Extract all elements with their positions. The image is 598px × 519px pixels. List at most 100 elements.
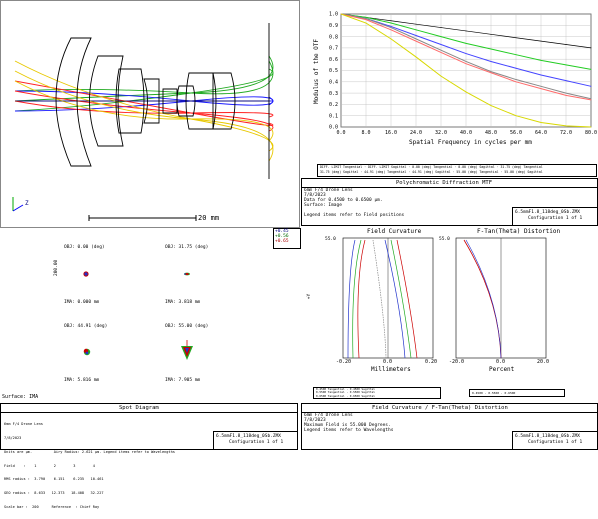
mtf-data-point xyxy=(540,88,542,89)
mtf-ytick-label: 0.7 xyxy=(329,46,338,52)
mtf-xtick-label: 0.0 xyxy=(336,130,345,136)
mtf-data-point xyxy=(515,81,517,83)
mtf-data-point xyxy=(390,29,392,31)
fc-chart xyxy=(342,237,547,359)
mtf-data-point xyxy=(515,54,517,56)
fc-xlabel: Millimeters xyxy=(371,366,411,373)
mtf-ytick-label: 0.4 xyxy=(329,80,338,86)
mtf-panel: 1.0 0.9 0.8 0.7 0.6 0.5 0.4 0.3 0.2 0.1 0.0 0.0 8.0… xyxy=(301,0,598,226)
mtf-data-point xyxy=(590,68,592,70)
mtf-data-point xyxy=(490,105,492,106)
mtf-data-point xyxy=(415,56,417,58)
lens-element-3 xyxy=(115,68,145,134)
mtf-data-point xyxy=(565,64,567,66)
fc-xtick-zero: 0.0 xyxy=(383,359,393,365)
mtf-info-line: 6mm F/4 Drone Lens xyxy=(304,188,353,193)
mtf-legend-item: 55.00 (deg) Tangential xyxy=(456,170,499,174)
spot-info-line: 6mm F/4 Drone Lens xyxy=(4,422,43,427)
mtf-ytick-label: 0.6 xyxy=(329,57,338,63)
mtf-data-point xyxy=(540,85,542,87)
mtf-data-point xyxy=(490,48,492,50)
fc-ymax: 55.0 xyxy=(325,237,336,242)
lens-element-5 xyxy=(176,85,196,117)
mtf-legend-item: 31.75 (deg) Tangential xyxy=(500,165,543,169)
mtf-data-point xyxy=(415,35,417,36)
fc-legend-item: 0.4500 Sagittal xyxy=(349,387,375,391)
mtf-xtick-label: 56.0 xyxy=(510,130,522,136)
spot-info-line: Field : 1 2 3 4 xyxy=(4,463,95,468)
fc-panel: Field Curvature F-Tan(Theta) Distortion … xyxy=(301,228,598,450)
fc-info-line: Legend items refer to Wavelengths xyxy=(304,428,394,433)
mtf-data-point xyxy=(440,44,442,45)
fc-legend-item: 0.5500 Tangential xyxy=(316,390,345,395)
mtf-data-point xyxy=(565,125,567,127)
fc-info-line: Maximum Field is 55.000 Degrees. xyxy=(304,423,391,428)
mtf-data-point xyxy=(390,22,392,24)
fc-info-line: 7/8/2023 xyxy=(304,418,326,423)
spot-info: 6mm F/4 Drone Lens 7/8/2023 Units are μm… xyxy=(4,413,175,519)
mtf-data-point xyxy=(540,122,542,123)
dist-xtick-neg: -20.0 xyxy=(449,359,465,365)
spot-obj-3: OBJ: 44.91 (deg) xyxy=(64,324,108,329)
mtf-info-line: Legend items refer to Field positions xyxy=(304,213,405,218)
mtf-ytick-label: 0.9 xyxy=(329,23,338,29)
mtf-xtick-label: 72.0 xyxy=(560,130,572,136)
mtf-data-point xyxy=(540,59,542,61)
fc-title: Field Curvature xyxy=(367,228,422,235)
mtf-data-point xyxy=(490,71,492,73)
fc-config: Configuration 1 of 1 xyxy=(528,440,583,445)
mtf-title: Polychromatic Diffraction MTF xyxy=(396,180,493,186)
mtf-data-point xyxy=(515,67,517,69)
mtf-data-point xyxy=(440,49,442,51)
spot-info-line: 7/8/2023 xyxy=(4,435,22,440)
mtf-config: Configuration 1 of 1 xyxy=(528,216,583,221)
mtf-data-point xyxy=(540,40,542,42)
mtf-data-point xyxy=(465,30,467,32)
spot-config: Configuration 1 of 1 xyxy=(229,440,284,445)
dist-legend-item: 0.4500 xyxy=(472,391,483,395)
mtf-legend-row-2: 31.75 (deg) Sagittal · 44.91 (deg) Tange… xyxy=(320,170,543,174)
mtf-info-line: Data for 0.4500 to 0.6500 μm. xyxy=(304,198,383,203)
mtf-data-point xyxy=(415,23,417,25)
dist-title: F-Tan(Theta) Distortion xyxy=(477,228,561,235)
mtf-data-point xyxy=(565,94,567,96)
spot-ima-1: IMA: 0.000 mm xyxy=(64,300,100,305)
mtf-data-point xyxy=(565,44,567,45)
mtf-ytick-label: 1.0 xyxy=(329,12,338,18)
fc-legend: 0.4500 Tangential · 0.4500 Sagittal 0.55… xyxy=(313,387,441,399)
mtf-info: 6mm F/4 Drone Lens 7/8/2023 Data for 0.4… xyxy=(304,188,404,218)
fc-file: 6.5mmF1.8_118deg_0Sb.ZMX xyxy=(515,434,581,439)
mtf-xtick-label: 64.0 xyxy=(535,130,547,136)
spot-info-line: Units are μm. Airy Radius: 2.621 μm. Leg… xyxy=(4,449,175,454)
spot-scale: 200.00 xyxy=(54,259,59,276)
spot-plot-3 xyxy=(83,348,91,356)
mtf-data-point xyxy=(590,126,592,128)
mtf-data-point xyxy=(365,18,367,19)
fc-xtick-pos: 0.20 xyxy=(425,359,438,365)
mtf-data-point xyxy=(565,92,567,94)
mtf-data-point xyxy=(490,33,492,35)
fc-xtick-neg: -0.20 xyxy=(336,359,352,365)
mtf-data-point xyxy=(440,36,442,37)
fc-info-line: 6mm F/4 Drone Lens xyxy=(304,413,353,418)
mtf-xtick-label: 24.0 xyxy=(410,130,422,136)
mtf-info-line: Surface: Image xyxy=(304,203,342,208)
mtf-legend: DIFF. LIMIT Tangential · DIFF. LIMIT Sag… xyxy=(317,164,597,177)
mtf-data-point xyxy=(390,27,392,28)
mtf-ylabel: Modulus of the OTF xyxy=(313,38,320,104)
mtf-data-point xyxy=(515,79,517,80)
spot-file: 6.5mmF1.8_118deg_0Sb.ZMX xyxy=(216,434,282,439)
mtf-ytick-label: 0.8 xyxy=(329,34,338,40)
mtf-file: 6.5mmF1.8_118deg_0Sb.ZMX xyxy=(515,210,581,215)
mtf-data-point xyxy=(590,85,592,87)
mtf-data-point xyxy=(365,19,367,21)
lens-element-1 xyxy=(55,37,92,167)
lens-elements xyxy=(55,23,270,179)
dist-xlabel: Percent xyxy=(489,366,515,373)
dist-legend-row: 0.4500 · 0.5500 · 0.6500 xyxy=(472,391,516,395)
mtf-data-point xyxy=(415,29,417,31)
fc-legend-item: 0.6500 Sagittal xyxy=(349,393,375,398)
mtf-xtick-label: 40.0 xyxy=(460,130,472,136)
lens-element-7 xyxy=(212,72,236,130)
fc-legend-item: 0.4500 Tangential xyxy=(316,387,345,391)
